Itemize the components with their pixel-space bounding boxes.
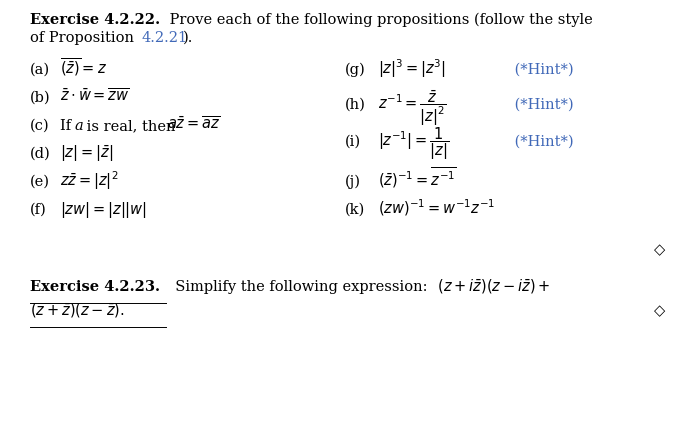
Text: $|z| = |\bar{z}|$: $|z| = |\bar{z}|$	[60, 144, 113, 164]
Text: is real, then: is real, then	[82, 119, 180, 133]
Text: $\bar{z} \cdot \bar{w} = \overline{zw}$: $\bar{z} \cdot \bar{w} = \overline{zw}$	[60, 88, 130, 105]
Text: (*Hint*): (*Hint*)	[510, 135, 574, 149]
Text: (h): (h)	[345, 98, 366, 112]
Text: $z^{-1} = \dfrac{\bar{z}}{|z|^2}$: $z^{-1} = \dfrac{\bar{z}}{|z|^2}$	[378, 88, 446, 127]
Text: $|z|^3 = |z^3|$: $|z|^3 = |z^3|$	[378, 57, 446, 80]
Text: (a): (a)	[30, 63, 50, 77]
Text: $|z^{-1}| = \dfrac{1}{|z|}$: $|z^{-1}| = \dfrac{1}{|z|}$	[378, 125, 449, 162]
Text: $(z + \bar{z})(z - \bar{z})$.: $(z + \bar{z})(z - \bar{z})$.	[30, 302, 125, 320]
Text: $\overline{(\bar{z})} = z$: $\overline{(\bar{z})} = z$	[60, 57, 107, 79]
Text: $a\bar{z} = \overline{az}$: $a\bar{z} = \overline{az}$	[167, 116, 220, 133]
Text: (e): (e)	[30, 175, 50, 189]
Text: ◇: ◇	[654, 304, 665, 318]
Text: $(zw)^{-1} = w^{-1}z^{-1}$: $(zw)^{-1} = w^{-1}z^{-1}$	[378, 198, 495, 218]
Text: (g): (g)	[345, 63, 366, 77]
Text: (d): (d)	[30, 147, 51, 161]
Text: Exercise 4.2.23.: Exercise 4.2.23.	[30, 280, 160, 294]
Text: $(z + i\bar{z})(z - i\bar{z}) +$: $(z + i\bar{z})(z - i\bar{z}) +$	[428, 278, 550, 296]
Text: (k): (k)	[345, 203, 365, 217]
Text: ◇: ◇	[654, 243, 665, 257]
Text: If: If	[60, 119, 76, 133]
Text: (f): (f)	[30, 203, 46, 217]
Text: (*Hint*): (*Hint*)	[510, 63, 574, 77]
Text: a: a	[74, 119, 82, 133]
Text: 4.2.21: 4.2.21	[142, 31, 188, 45]
Text: Prove each of the following propositions (follow the style: Prove each of the following propositions…	[165, 12, 593, 27]
Text: (b): (b)	[30, 91, 51, 105]
Text: ).: ).	[183, 31, 193, 45]
Text: Exercise 4.2.22.: Exercise 4.2.22.	[30, 13, 160, 27]
Text: (i): (i)	[345, 135, 361, 149]
Text: (j): (j)	[345, 175, 361, 189]
Text: $|zw| = |z||w|$: $|zw| = |z||w|$	[60, 200, 147, 220]
Text: (c): (c)	[30, 119, 50, 133]
Text: (*Hint*): (*Hint*)	[510, 98, 574, 112]
Text: $(\bar{z})^{-1} = \overline{z^{-1}}$: $(\bar{z})^{-1} = \overline{z^{-1}}$	[378, 166, 457, 190]
Text: $z\bar{z} = |z|^2$: $z\bar{z} = |z|^2$	[60, 169, 119, 192]
Text: of Proposition: of Proposition	[30, 31, 139, 45]
Text: Simplify the following expression:: Simplify the following expression:	[166, 280, 427, 294]
